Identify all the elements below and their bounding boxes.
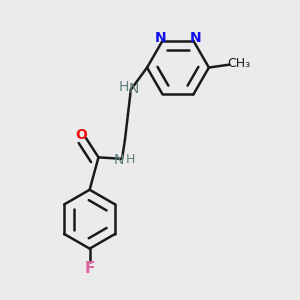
Text: O: O — [75, 128, 87, 142]
Text: N: N — [155, 32, 167, 45]
Text: CH₃: CH₃ — [227, 57, 250, 70]
Text: N: N — [129, 82, 139, 96]
Text: H: H — [118, 80, 129, 94]
Text: N: N — [114, 153, 124, 167]
Text: F: F — [85, 261, 95, 276]
Text: N: N — [190, 32, 202, 45]
Text: H: H — [126, 153, 135, 166]
